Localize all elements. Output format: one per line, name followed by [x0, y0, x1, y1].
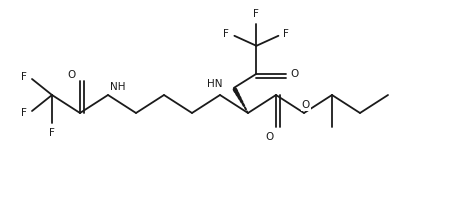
Text: O: O	[68, 70, 76, 80]
Text: O: O	[302, 100, 310, 110]
Text: O: O	[290, 69, 298, 79]
Text: F: F	[49, 128, 55, 138]
Text: F: F	[224, 29, 229, 39]
Text: F: F	[254, 9, 259, 19]
Text: NH: NH	[110, 82, 126, 92]
Text: F: F	[21, 72, 27, 82]
Text: O: O	[266, 132, 274, 142]
Text: HN: HN	[207, 79, 222, 89]
Text: F: F	[21, 108, 27, 118]
Text: F: F	[284, 29, 289, 39]
